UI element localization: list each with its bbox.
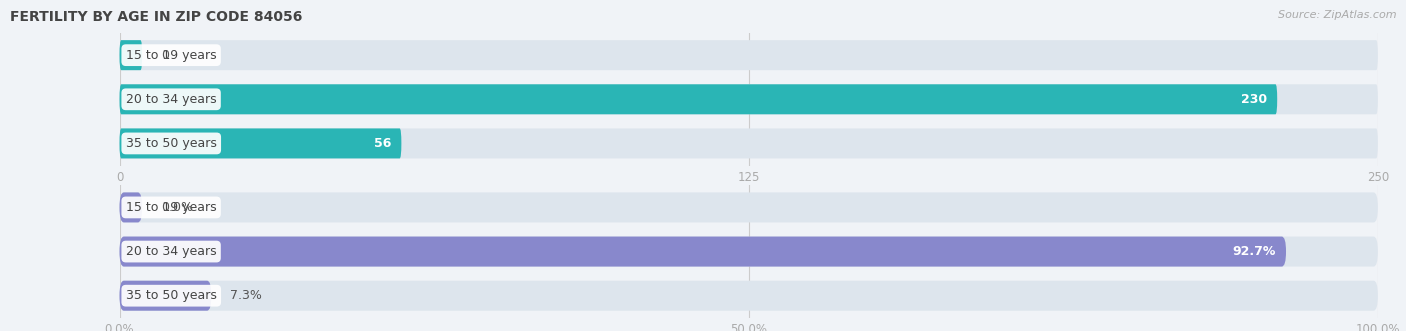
- Text: 35 to 50 years: 35 to 50 years: [125, 289, 217, 302]
- Text: 0: 0: [162, 49, 169, 62]
- Text: 20 to 34 years: 20 to 34 years: [125, 245, 217, 258]
- Text: 20 to 34 years: 20 to 34 years: [125, 93, 217, 106]
- FancyBboxPatch shape: [120, 128, 401, 159]
- FancyBboxPatch shape: [120, 281, 1378, 311]
- Text: 56: 56: [374, 137, 391, 150]
- Text: 35 to 50 years: 35 to 50 years: [125, 137, 217, 150]
- FancyBboxPatch shape: [120, 192, 1378, 222]
- Text: 0.0%: 0.0%: [162, 201, 193, 214]
- Text: 15 to 19 years: 15 to 19 years: [125, 49, 217, 62]
- FancyBboxPatch shape: [120, 192, 142, 222]
- FancyBboxPatch shape: [120, 40, 1378, 70]
- FancyBboxPatch shape: [120, 84, 1277, 114]
- FancyBboxPatch shape: [120, 40, 142, 70]
- FancyBboxPatch shape: [120, 128, 1378, 159]
- Text: FERTILITY BY AGE IN ZIP CODE 84056: FERTILITY BY AGE IN ZIP CODE 84056: [10, 10, 302, 24]
- Text: 7.3%: 7.3%: [231, 289, 262, 302]
- FancyBboxPatch shape: [120, 237, 1286, 266]
- Text: 92.7%: 92.7%: [1233, 245, 1277, 258]
- Text: 15 to 19 years: 15 to 19 years: [125, 201, 217, 214]
- Text: Source: ZipAtlas.com: Source: ZipAtlas.com: [1278, 10, 1396, 20]
- Text: 230: 230: [1241, 93, 1267, 106]
- FancyBboxPatch shape: [120, 84, 1378, 114]
- FancyBboxPatch shape: [120, 237, 1378, 266]
- FancyBboxPatch shape: [120, 281, 211, 311]
